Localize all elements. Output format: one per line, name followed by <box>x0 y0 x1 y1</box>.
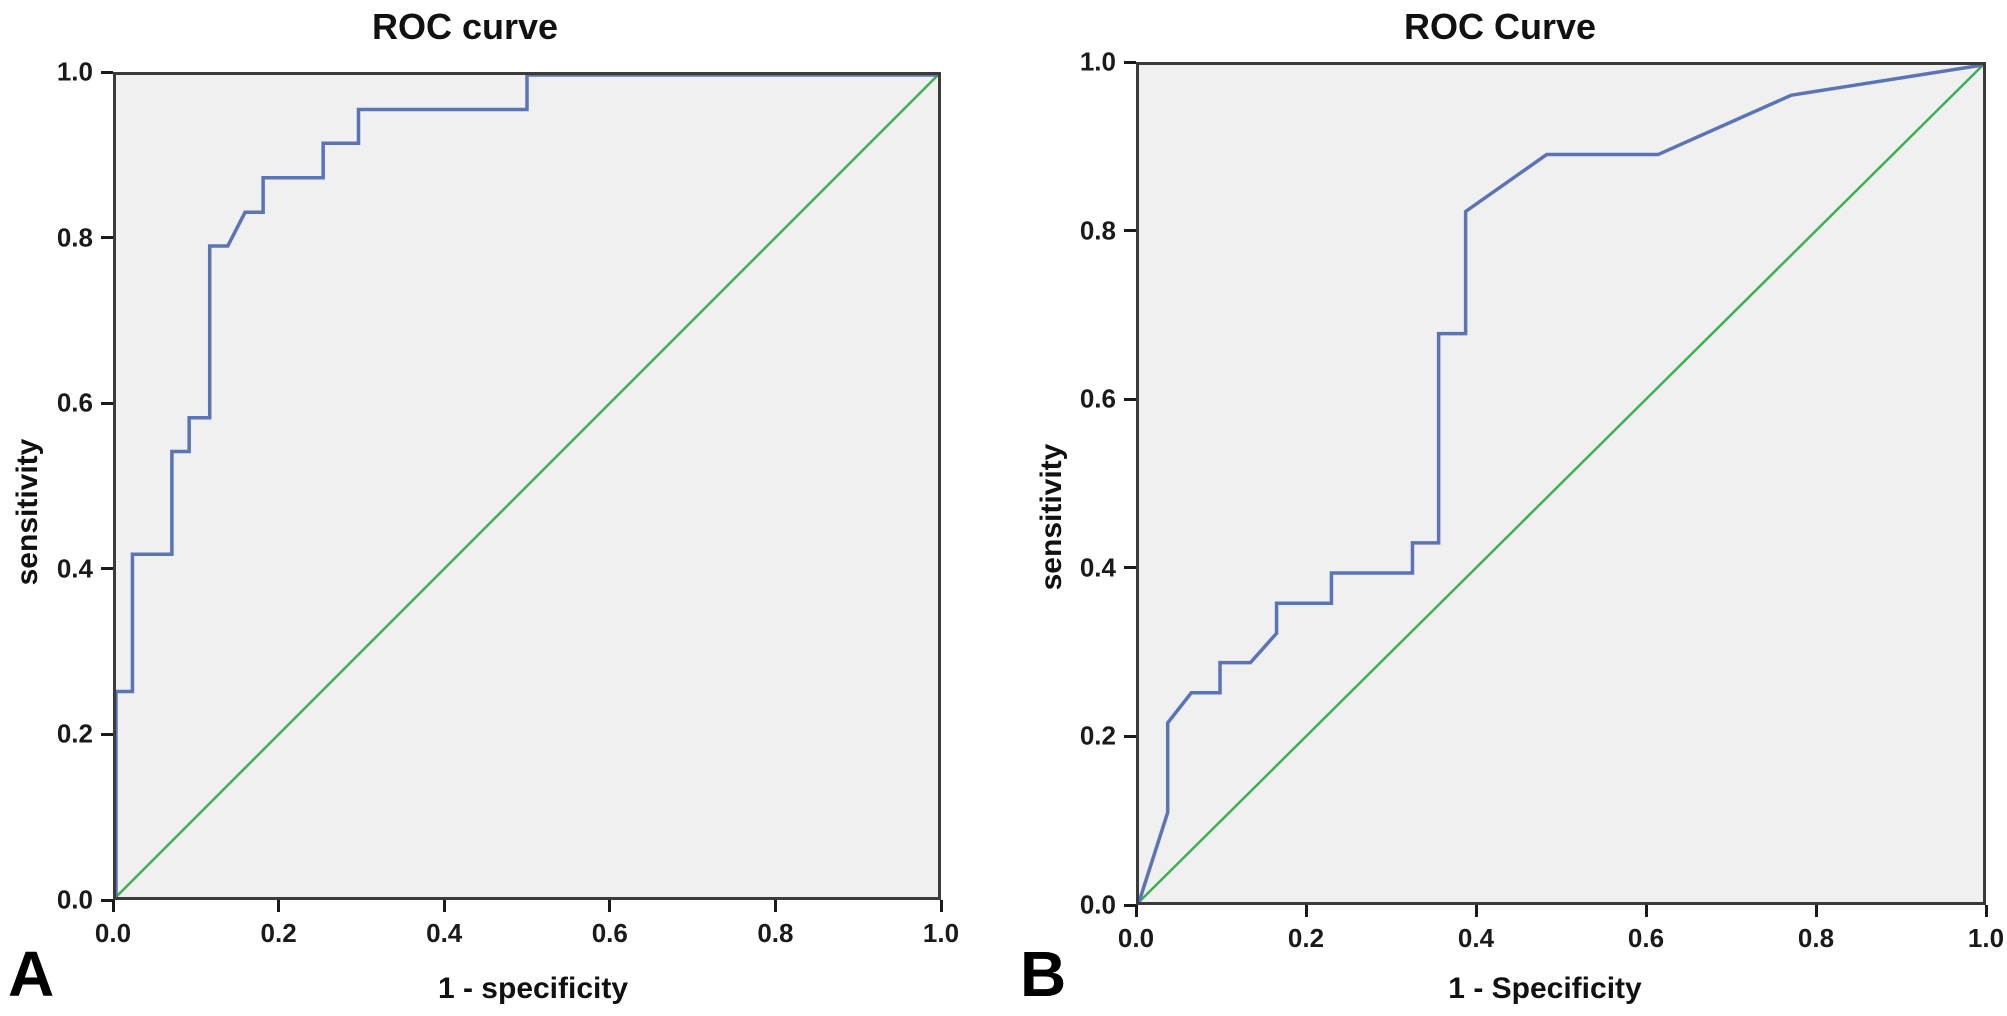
x-tick-mark <box>773 900 777 912</box>
x-tick-label: 0.8 <box>1797 923 1835 953</box>
y-tick-label: 0.8 <box>1079 215 1116 246</box>
x-tick-mark <box>939 900 943 912</box>
y-tick-mark <box>1124 229 1136 233</box>
x-tick-label: 0.0 <box>1117 923 1155 953</box>
x-tick-label: 0.6 <box>1627 923 1665 953</box>
x-tick-label: 1.0 <box>1967 923 2005 953</box>
x-tick-label: 0.4 <box>426 918 463 948</box>
panel-letter-b: B <box>1020 938 1067 1010</box>
y-tick-label: 0.0 <box>56 884 93 915</box>
panel-letter-a: A <box>8 938 55 1010</box>
x-tick-mark <box>1134 905 1138 917</box>
reference-line <box>1139 65 1983 902</box>
roc-curve-line <box>116 75 938 897</box>
y-tick-mark <box>101 401 113 405</box>
x-tick-mark <box>442 900 446 912</box>
x-tick-mark <box>1984 905 1988 917</box>
roc-chart-a <box>116 75 938 897</box>
y-tick-label: 0.6 <box>56 387 93 418</box>
chart-title-b: ROC Curve <box>1403 6 1597 47</box>
x-tick-label: 0.6 <box>591 918 628 948</box>
y-tick-label: 0.8 <box>56 222 93 253</box>
x-axis-label-b: 1 - Specificity <box>1448 972 1642 1005</box>
y-tick-mark <box>1124 734 1136 738</box>
y-tick-label: 1.0 <box>1079 46 1116 77</box>
y-tick-mark <box>1124 397 1136 401</box>
y-tick-mark <box>1124 566 1136 570</box>
x-tick-label: 0.0 <box>94 918 132 948</box>
x-tick-mark <box>1304 905 1308 917</box>
y-tick-mark <box>101 732 113 736</box>
y-tick-label: 0.2 <box>56 718 93 749</box>
x-tick-label: 1.0 <box>922 918 960 948</box>
x-tick-mark <box>1644 905 1648 917</box>
x-tick-label: 0.2 <box>260 918 297 948</box>
x-tick-mark <box>277 900 281 912</box>
plot-area-a <box>113 72 941 900</box>
x-tick-label: 0.8 <box>757 918 794 948</box>
y-tick-mark <box>1124 60 1136 64</box>
y-tick-mark <box>101 898 113 902</box>
y-axis-label-b: sensitivity <box>1035 443 1068 591</box>
x-tick-mark <box>1814 905 1818 917</box>
x-tick-mark <box>1474 905 1478 917</box>
y-tick-mark <box>101 567 113 571</box>
y-axis-label-a: sensitivity <box>11 438 44 586</box>
y-tick-label: 1.0 <box>56 56 93 87</box>
reference-line <box>116 75 938 897</box>
y-tick-label: 0.4 <box>56 553 93 584</box>
y-tick-mark <box>1124 903 1136 907</box>
y-tick-mark <box>101 70 113 74</box>
y-tick-label: 0.6 <box>1079 383 1116 414</box>
y-tick-label: 0.2 <box>1079 720 1116 751</box>
y-tick-label: 0.0 <box>1079 889 1116 920</box>
roc-curve-line <box>1139 65 1983 902</box>
plot-area-b <box>1136 62 1986 905</box>
x-tick-label: 0.4 <box>1457 923 1495 953</box>
x-tick-mark <box>608 900 612 912</box>
x-tick-mark <box>111 900 115 912</box>
x-axis-label-a: 1 - specificity <box>437 972 629 1005</box>
roc-chart-b <box>1139 65 1983 902</box>
chart-title-a: ROC curve <box>371 6 559 47</box>
y-tick-mark <box>101 236 113 240</box>
y-tick-label: 0.4 <box>1079 552 1116 583</box>
x-tick-label: 0.2 <box>1287 923 1325 953</box>
